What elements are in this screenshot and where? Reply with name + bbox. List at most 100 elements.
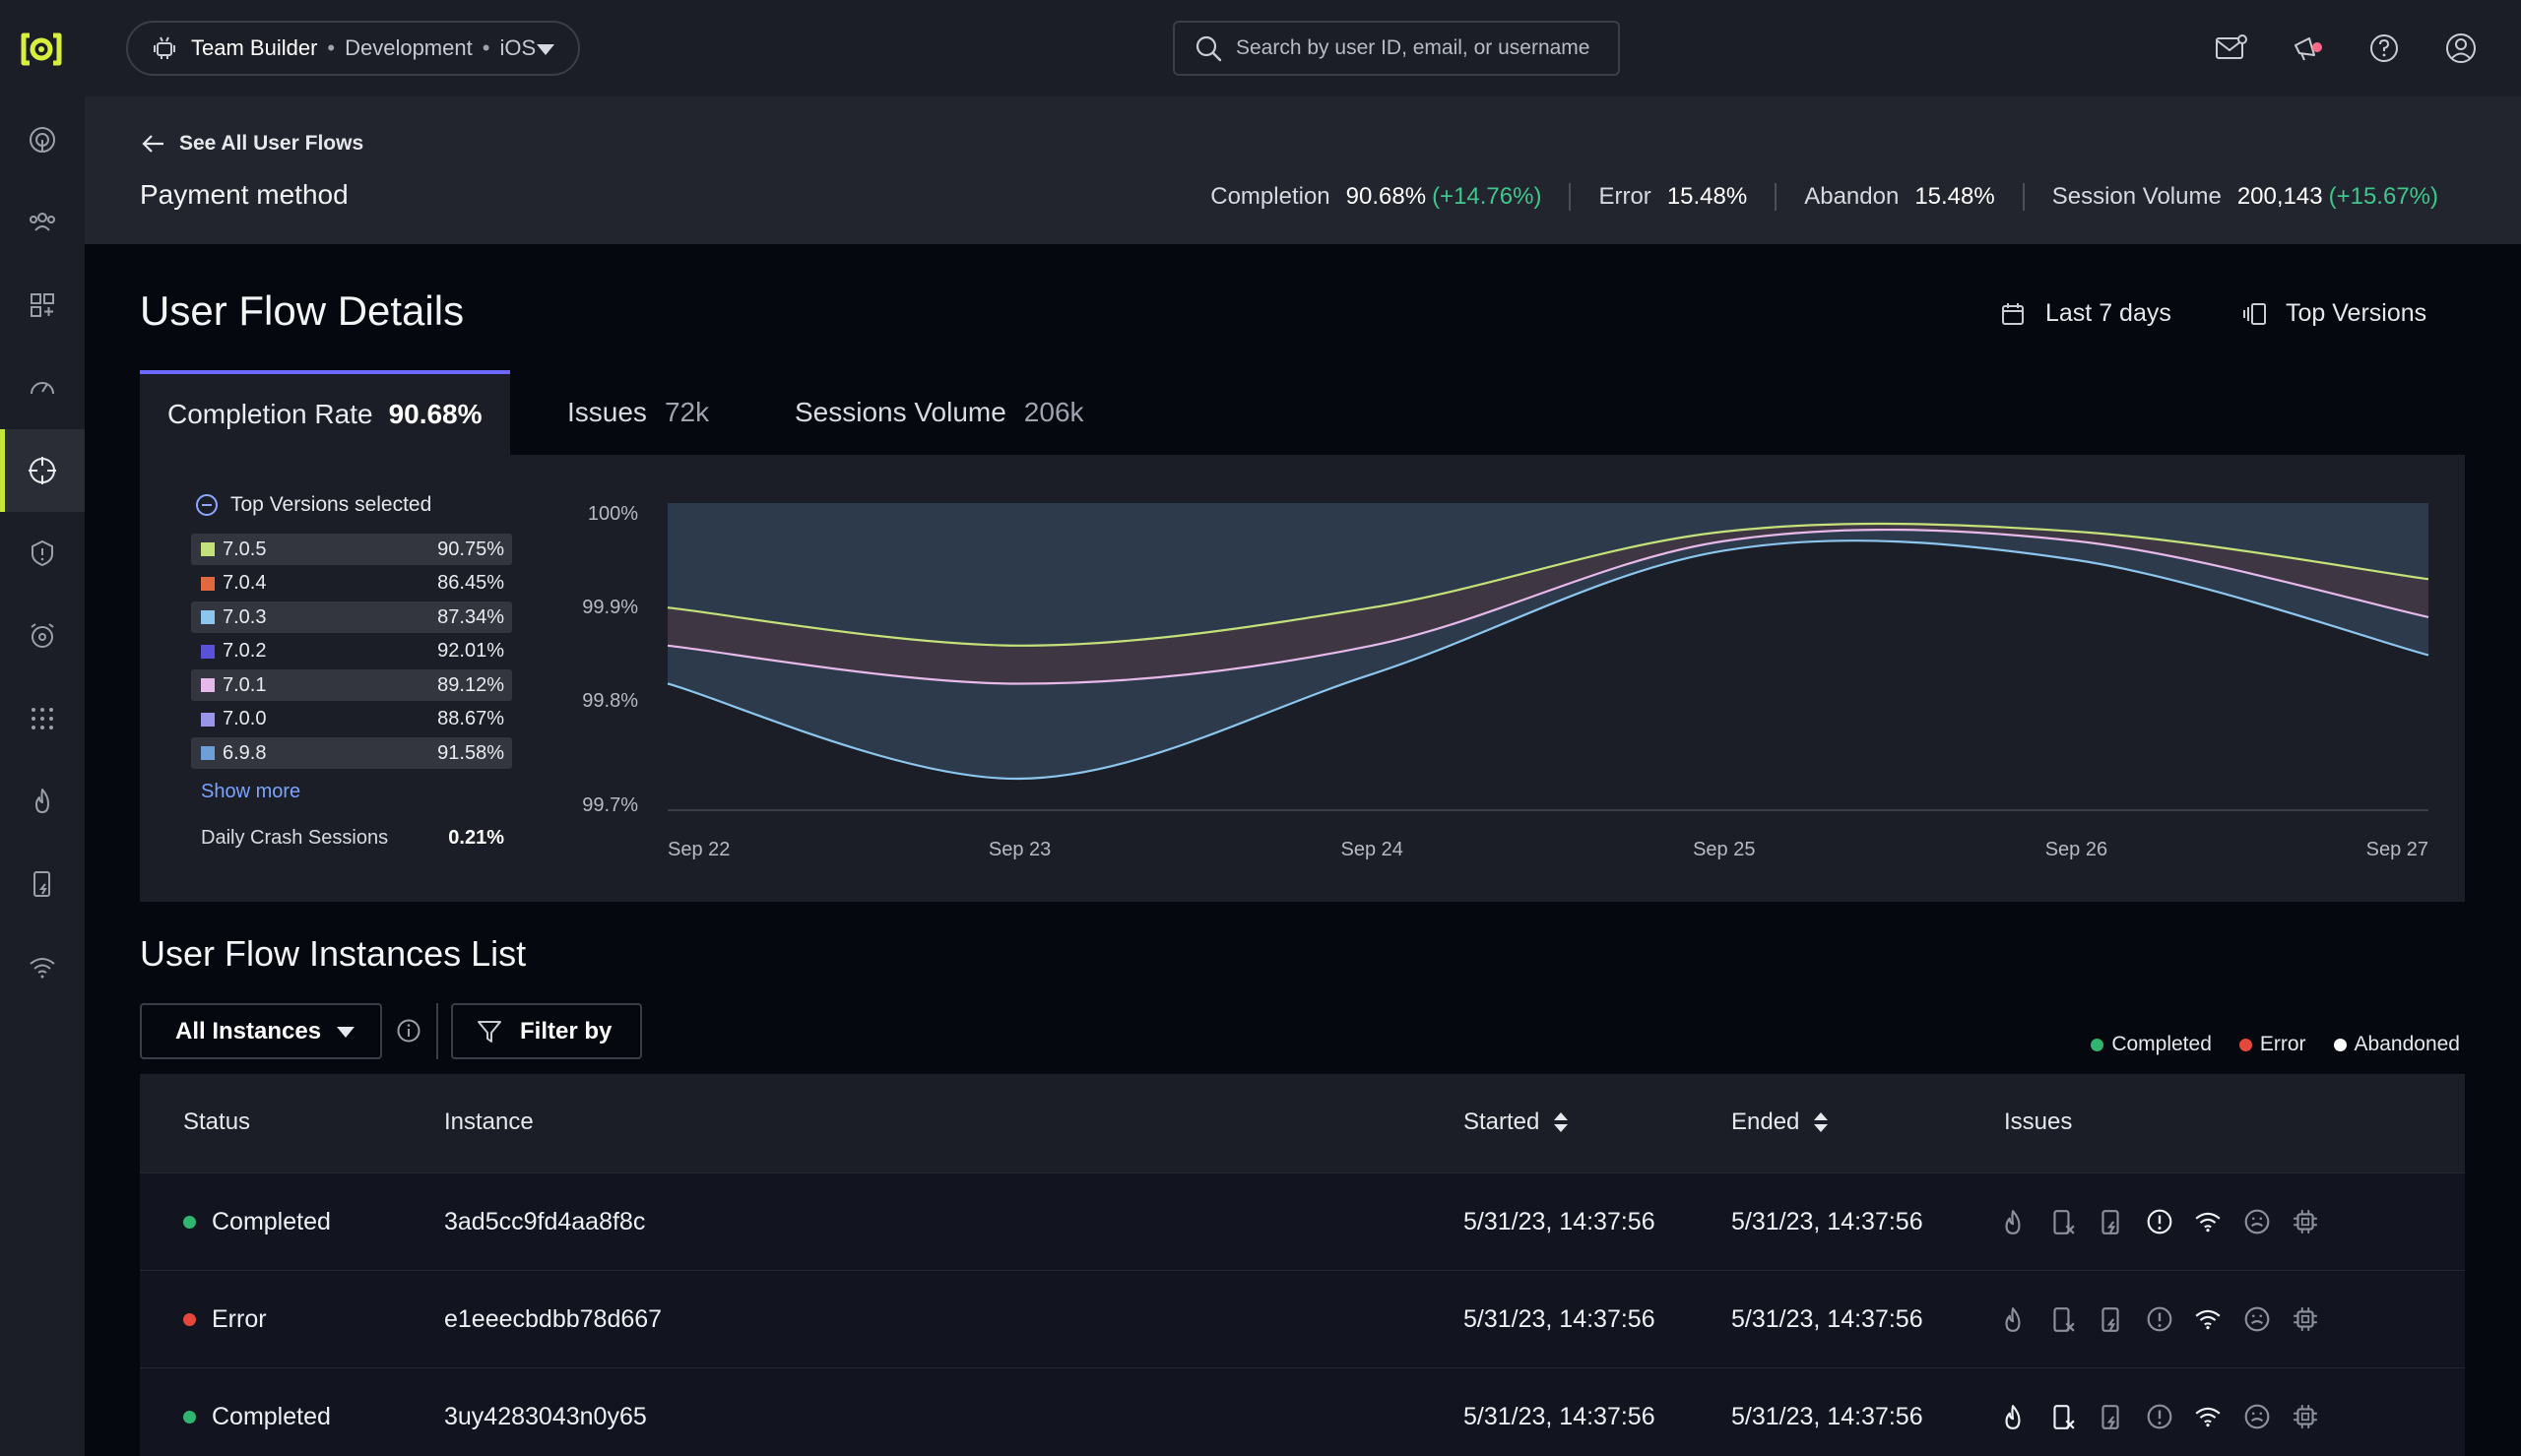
sidebar-item-network[interactable] <box>0 925 85 1008</box>
device-x-icon[interactable] <box>2043 1398 2081 1435</box>
legend-version: 7.0.0 <box>223 708 267 729</box>
instance-cell[interactable]: 3uy4283043n0y65 <box>444 1403 647 1431</box>
kpi-label: Session Volume <box>2051 183 2222 210</box>
column-ended[interactable]: Ended <box>1731 1108 1829 1136</box>
flame-icon[interactable] <box>1994 1300 2032 1338</box>
cpu-icon[interactable] <box>2287 1398 2324 1435</box>
alarm-icon <box>31 623 54 648</box>
legend-item[interactable]: 7.0.5 90.75% <box>191 534 512 565</box>
sidebar-item-devices[interactable] <box>0 843 85 925</box>
started-time: 5/31/23, 14:37:56 <box>1463 1403 1655 1430</box>
legend-swatch <box>201 746 215 760</box>
issues-cell <box>1994 1203 2336 1240</box>
all-instances-dropdown[interactable]: All Instances <box>140 1003 382 1059</box>
status-cell: Error <box>183 1305 267 1334</box>
mail-icon[interactable] <box>2214 32 2247 65</box>
table-row[interactable]: Completed 3ad5cc9fd4aa8f8c 5/31/23, 14:37:… <box>140 1172 2465 1270</box>
column-started[interactable]: Started <box>1463 1108 1569 1136</box>
sidebar-item-overview[interactable] <box>0 98 85 181</box>
sidebar-item-crashes[interactable] <box>0 512 85 595</box>
app-selector[interactable]: Team Builder • Development • iOS <box>126 21 580 76</box>
instance-cell[interactable]: 3ad5cc9fd4aa8f8c <box>444 1208 645 1236</box>
ended-time: 5/31/23, 14:37:56 <box>1731 1208 1923 1235</box>
table-row[interactable]: Completed 3uy4283043n0y65 5/31/23, 14:37:5… <box>140 1367 2465 1456</box>
series-band-3 <box>668 530 2428 780</box>
table-row[interactable]: Error e1eeecbdbb78d667 5/31/23, 14:37:56 5/… <box>140 1270 2465 1367</box>
legend-item[interactable]: 7.0.3 87.34% <box>191 601 512 633</box>
date-range-button[interactable]: Last 7 days <box>2000 299 2171 328</box>
frown-icon[interactable] <box>2238 1300 2276 1338</box>
logo-icon[interactable] <box>20 30 63 69</box>
device-bolt-icon[interactable] <box>2092 1300 2129 1338</box>
legend-item[interactable]: 6.9.8 91.58% <box>191 737 512 769</box>
y-tick-label: 100% <box>588 503 638 525</box>
status-legend-label: Error <box>2259 1033 2306 1055</box>
legend-header[interactable]: Top Versions selected <box>195 490 512 520</box>
sidebar-item-apps[interactable] <box>0 677 85 760</box>
device-bolt-icon[interactable] <box>2092 1398 2129 1435</box>
help-icon[interactable] <box>2367 32 2401 65</box>
legend-item[interactable]: 7.0.1 89.12% <box>191 669 512 701</box>
device-x-icon[interactable] <box>2043 1203 2081 1240</box>
column-label: Status <box>183 1108 251 1135</box>
search-input[interactable] <box>1236 36 1600 60</box>
tab-sessions-volume[interactable]: Sessions Volume 206k <box>795 370 1084 455</box>
alert-circle-icon[interactable] <box>2141 1203 2178 1240</box>
sidebar-item-users[interactable] <box>0 181 85 264</box>
column-instance: Instance <box>444 1108 534 1136</box>
series-line-3[interactable] <box>667 539 2429 781</box>
frown-icon[interactable] <box>2238 1398 2276 1435</box>
wifi-icon[interactable] <box>2189 1300 2227 1338</box>
series-line-1[interactable] <box>667 522 2429 647</box>
megaphone-icon[interactable] <box>2291 32 2324 65</box>
user-account-icon[interactable] <box>2444 32 2478 65</box>
legend-item[interactable]: 7.0.0 88.67% <box>191 704 512 735</box>
legend-item[interactable]: 7.0.4 86.45% <box>191 568 512 600</box>
flame-icon[interactable] <box>1994 1203 2032 1240</box>
show-more-link[interactable]: Show more <box>201 781 301 802</box>
wifi-icon[interactable] <box>2189 1203 2227 1240</box>
info-icon[interactable] <box>396 1018 421 1044</box>
alert-circle-icon[interactable] <box>2141 1300 2178 1338</box>
ended-cell: 5/31/23, 14:37:56 <box>1731 1305 1923 1334</box>
status-text: Error <box>212 1305 267 1333</box>
status-legend-completed: Completed <box>2091 1033 2212 1056</box>
legend-item[interactable]: 7.0.2 92.01% <box>191 636 512 667</box>
cpu-icon[interactable] <box>2287 1300 2324 1338</box>
sort-icon[interactable] <box>1813 1110 1829 1134</box>
tab-completion-rate[interactable]: Completion Rate 90.68% <box>140 370 510 455</box>
column-label: Issues <box>2004 1108 2073 1135</box>
cpu-icon[interactable] <box>2287 1203 2324 1240</box>
sidebar-item-features[interactable] <box>0 264 85 347</box>
flame-icon[interactable] <box>1994 1398 2032 1435</box>
daily-crash-value: 0.21% <box>448 827 504 849</box>
series-line-2[interactable] <box>667 528 2429 685</box>
sidebar-item-frustration[interactable] <box>0 760 85 843</box>
instance-id: 3ad5cc9fd4aa8f8c <box>444 1208 646 1235</box>
device-x-icon[interactable] <box>2043 1300 2081 1338</box>
filter-by-button[interactable]: Filter by <box>451 1003 642 1059</box>
kpi-completion: Completion 90.68% (+14.76%) <box>1210 183 1569 211</box>
sidebar-item-performance[interactable] <box>0 347 85 429</box>
wifi-icon[interactable] <box>2189 1398 2227 1435</box>
alert-circle-icon[interactable] <box>2141 1398 2178 1435</box>
see-all-user-flows-link[interactable]: See All User Flows <box>142 132 363 156</box>
divider <box>436 1003 438 1059</box>
device-bolt-icon[interactable] <box>2092 1203 2129 1240</box>
kpi-value: 200,143 <box>2236 183 2323 210</box>
frown-icon[interactable] <box>2238 1203 2276 1240</box>
filter-icon <box>478 1020 501 1043</box>
sidebar-item-user-flows[interactable] <box>0 429 85 512</box>
legend-swatch <box>201 644 215 659</box>
sort-icon[interactable] <box>1553 1110 1569 1134</box>
search-box[interactable] <box>1173 21 1620 76</box>
top-bar: Team Builder • Development • iOS <box>0 0 2521 96</box>
kpi-delta: (+15.67%) <box>2328 183 2438 210</box>
top-versions-button[interactable]: Top Versions <box>2242 299 2426 328</box>
x-tick-label: Sep 26 <box>2045 839 2107 860</box>
status-legend-label: Completed <box>2111 1033 2212 1055</box>
column-label: Instance <box>444 1108 534 1135</box>
tab-issues[interactable]: Issues 72k <box>567 370 709 455</box>
instance-cell[interactable]: e1eeecbdbb78d667 <box>444 1305 662 1334</box>
sidebar-item-alerts[interactable] <box>0 595 85 677</box>
